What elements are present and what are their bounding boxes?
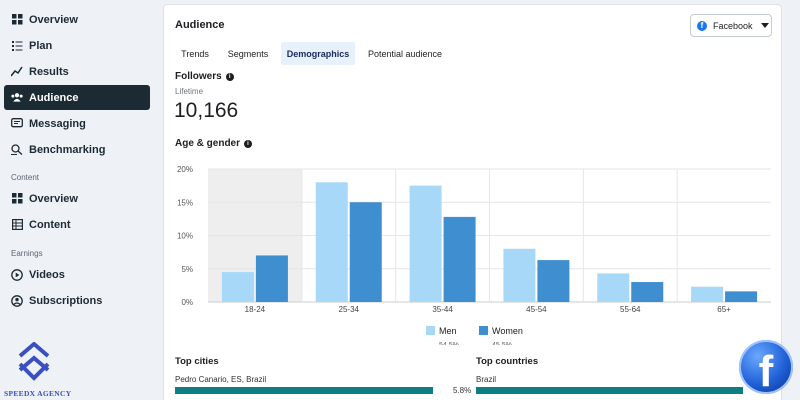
legend-swatch-women (479, 326, 488, 335)
x-tick-label: 35-44 (432, 305, 453, 314)
followers-period: Lifetime (175, 87, 204, 96)
sidebar-item-benchmarking[interactable]: Benchmarking (4, 137, 150, 162)
people-icon (11, 92, 23, 104)
sidebar-item-label: Plan (29, 39, 53, 52)
top-cities-title: Top cities (175, 356, 219, 367)
y-tick-label: 20% (177, 165, 193, 174)
platform-select[interactable]: f Facebook (690, 14, 772, 37)
table-icon (11, 219, 23, 231)
x-tick-label: 65+ (717, 305, 731, 314)
followers-heading: Followers i (175, 71, 234, 82)
top-country-bar (476, 387, 743, 394)
bar-women (443, 216, 476, 302)
x-tick-label: 45-54 (526, 305, 547, 314)
sidebar-item-content-overview[interactable]: Overview (4, 186, 150, 211)
sidebar-item-results[interactable]: Results (4, 59, 150, 84)
y-tick-label: 5% (181, 265, 193, 274)
x-tick-label: 25-34 (339, 305, 360, 314)
top-city-value: 5.8% (453, 386, 472, 395)
sidebar-item-label: Overview (29, 13, 78, 26)
x-tick-label: 18-24 (245, 305, 266, 314)
y-tick-label: 0% (181, 298, 193, 307)
tab-trends[interactable]: Trends (181, 48, 209, 59)
y-tick-label: 15% (177, 198, 193, 207)
benchmark-icon (11, 144, 23, 156)
section-label-content: Content (11, 173, 40, 182)
sidebar: Overview Plan Results Audience Messaging… (0, 0, 158, 400)
top-city-label: Pedro Canario, ES, Brazil (175, 375, 267, 384)
age-gender-heading: Age & gender i (175, 138, 253, 149)
chevron-down-icon (760, 23, 769, 28)
legend-label-men: Men (439, 326, 457, 336)
bar-women (631, 282, 664, 302)
facebook-icon: f (697, 20, 707, 31)
bar-women (537, 260, 570, 302)
age-gender-title: Age & gender (175, 138, 241, 149)
info-icon[interactable]: i (225, 72, 234, 81)
top-country-label: Brazil (476, 375, 497, 384)
main-panel: Audience f Facebook Trends Segments Demo… (163, 4, 782, 400)
legend-swatch-men (426, 326, 435, 335)
sidebar-item-content[interactable]: Content (4, 212, 150, 237)
sidebar-item-label: Subscriptions (29, 294, 103, 307)
followers-count: 10,166 (174, 99, 239, 122)
list-icon (11, 40, 23, 52)
brand-logo (18, 342, 50, 381)
grid-icon (11, 14, 23, 26)
legend-share-women: 45.5% (492, 342, 512, 345)
sidebar-item-videos[interactable]: Videos (4, 262, 150, 287)
sidebar-item-label: Audience (29, 91, 79, 104)
grid-icon (11, 193, 23, 205)
sidebar-item-label: Content (29, 218, 71, 231)
legend-label-women: Women (492, 326, 523, 336)
sidebar-item-audience[interactable]: Audience (4, 85, 150, 110)
top-countries-title: Top countries (476, 356, 539, 367)
tab-demographics[interactable]: Demographics (281, 42, 355, 65)
sidebar-item-label: Benchmarking (29, 143, 106, 156)
section-label-earnings: Earnings (11, 249, 43, 258)
trend-icon (11, 66, 23, 78)
bar-men (503, 248, 536, 302)
brand-name: SPEEDX AGENCY (4, 389, 72, 398)
play-icon (11, 268, 23, 281)
bar-women (349, 202, 382, 302)
tab-potential-audience[interactable]: Potential audience (367, 48, 443, 59)
bar-men (597, 273, 630, 302)
bar-men (691, 286, 724, 302)
sidebar-item-subscriptions[interactable]: Subscriptions (4, 288, 150, 313)
tab-segments[interactable]: Segments (227, 48, 269, 59)
bar-women (725, 291, 758, 302)
legend-share-men: 54.5% (439, 342, 459, 345)
sidebar-item-messaging[interactable]: Messaging (4, 111, 150, 136)
info-icon[interactable]: i (244, 139, 253, 148)
top-city-bar (175, 387, 434, 394)
message-icon (11, 118, 23, 130)
page-title: Audience (175, 19, 225, 31)
sidebar-item-label: Messaging (29, 117, 86, 130)
user-circle-icon (11, 294, 23, 307)
bar-men (409, 185, 442, 302)
followers-title: Followers (175, 71, 222, 82)
bar-men (315, 182, 348, 302)
y-tick-label: 10% (177, 232, 193, 241)
platform-select-value: Facebook (713, 20, 753, 31)
facebook-logo-badge: f (739, 340, 793, 396)
bar-men (221, 272, 254, 302)
sidebar-item-plan[interactable]: Plan (4, 33, 150, 58)
sidebar-item-overview[interactable]: Overview (4, 7, 150, 32)
sidebar-item-label: Overview (29, 192, 78, 205)
age-gender-chart: 0% 5% 10% 15% 20% 18-24 25-34 35-44 45-54 55-64 65… (177, 165, 771, 345)
bar-women (255, 255, 288, 302)
sidebar-item-label: Videos (29, 268, 65, 281)
sidebar-item-label: Results (29, 65, 69, 78)
x-tick-label: 55-64 (620, 305, 641, 314)
facebook-f-glyph: f (758, 347, 774, 396)
